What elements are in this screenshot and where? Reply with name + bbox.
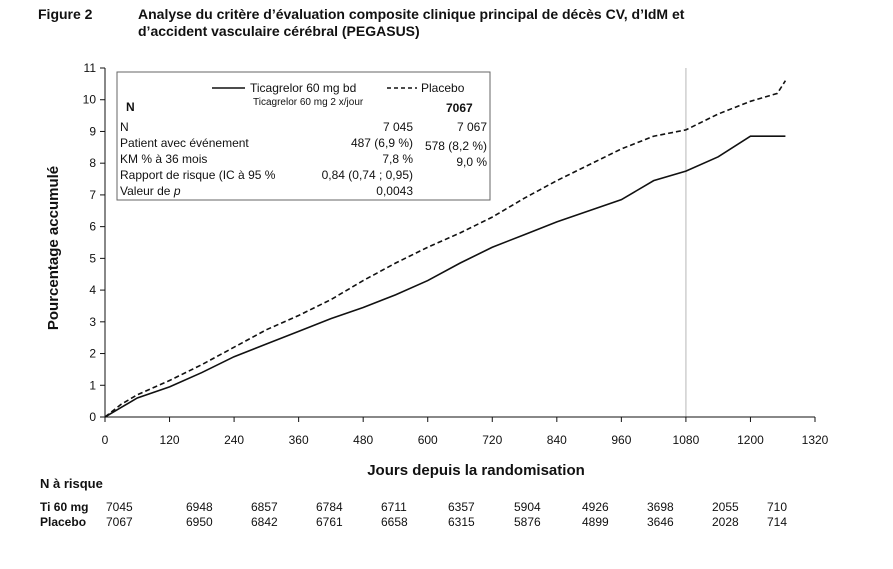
- legend-row-tica: 7 045: [383, 120, 413, 134]
- legend-row-label: N: [120, 120, 129, 134]
- risk-cell: 4926: [582, 500, 609, 514]
- risk-cell: 714: [767, 515, 788, 529]
- y-tick-label: 5: [89, 251, 96, 265]
- y-axis-title: Pourcentage accumulé: [45, 166, 62, 330]
- x-tick-label: 0: [102, 433, 109, 447]
- y-tick-label: 9: [89, 124, 96, 138]
- x-tick-label: 840: [547, 433, 567, 447]
- legend-row-label: Valeur de p: [120, 184, 181, 198]
- risk-cell: 2028: [712, 515, 739, 529]
- y-tick-label: 7: [89, 188, 96, 202]
- risk-cell: 6950: [186, 515, 213, 529]
- y-tick-label: 3: [89, 315, 96, 329]
- legend-row-label: Rapport de risque (IC à 95 %: [120, 168, 276, 182]
- series-line-ticagrelor: [104, 135, 786, 418]
- x-tick-label: 1320: [802, 433, 829, 447]
- risk-cell: 6711: [381, 500, 407, 514]
- risk-cell: 3698: [647, 500, 674, 514]
- risk-cell: 4899: [582, 515, 609, 529]
- x-tick-label: 720: [482, 433, 502, 447]
- y-tick-label: 11: [84, 61, 97, 75]
- risk-cell: 6842: [251, 515, 278, 529]
- risk-cell: 2055: [712, 500, 739, 514]
- legend-row-tica: 7,8 %: [382, 152, 413, 166]
- risk-cell: 7067: [106, 515, 133, 529]
- x-tick-label: 1080: [673, 433, 700, 447]
- series-line-placebo: [104, 80, 787, 418]
- legend-row-label: KM % à 36 mois: [120, 152, 207, 166]
- legend-row-tica: 0,84 (0,74 ; 0,95): [322, 168, 413, 182]
- legend-row-label: Patient avec événement: [120, 136, 249, 150]
- y-tick-label: 4: [89, 283, 96, 297]
- legend-tica-sublabel: Ticagrelor 60 mg 2 x/jour: [253, 97, 364, 108]
- legend-ticagrelor-label: Ticagrelor 60 mg bd: [250, 81, 356, 95]
- risk-table-title: N à risque: [40, 476, 103, 491]
- figure-title: Analyse du critère d’évaluation composit…: [138, 6, 878, 40]
- x-tick-label: 240: [224, 433, 244, 447]
- legend-n-header: N: [126, 100, 135, 114]
- y-tick-label: 8: [89, 156, 96, 170]
- risk-cell: 6315: [448, 515, 475, 529]
- x-axis-title: Jours depuis la randomisation: [367, 462, 585, 479]
- risk-cell: 710: [767, 500, 788, 514]
- y-tick-label: 10: [83, 93, 97, 107]
- risk-cell: 5904: [514, 500, 541, 514]
- y-tick-label: 2: [89, 347, 96, 361]
- figure-label: Figure 2: [38, 6, 93, 22]
- risk-cell: 6857: [251, 500, 278, 514]
- risk-cell: 7045: [106, 500, 133, 514]
- legend-row-tica: 487 (6,9 %): [351, 136, 413, 150]
- risk-cell: 6658: [381, 515, 408, 529]
- risk-cell: 6784: [316, 500, 343, 514]
- x-tick-label: 1200: [737, 433, 764, 447]
- figure-title-line2: d’accident vasculaire cérébral (PEGASUS): [138, 23, 420, 39]
- risk-cell: 6948: [186, 500, 213, 514]
- x-tick-label: 120: [160, 433, 180, 447]
- legend-row-placebo: 9,0 %: [456, 155, 487, 169]
- risk-row-label: Ti 60 mg: [40, 500, 89, 514]
- x-tick-label: 480: [353, 433, 373, 447]
- y-tick-label: 1: [89, 378, 96, 392]
- legend-row-placebo: 578 (8,2 %): [425, 139, 487, 153]
- risk-cell: 5876: [514, 515, 541, 529]
- x-tick-label: 600: [418, 433, 438, 447]
- risk-cell: 6761: [316, 515, 343, 529]
- y-tick-label: 0: [89, 410, 96, 424]
- legend-placebo-label: Placebo: [421, 81, 465, 95]
- legend-placebo-n-header: 7067: [446, 101, 473, 115]
- x-tick-label: 360: [289, 433, 309, 447]
- risk-row-label: Placebo: [40, 515, 87, 529]
- legend-box: [116, 71, 491, 201]
- legend-row-placebo: 7 067: [457, 120, 487, 134]
- x-tick-label: 960: [611, 433, 631, 447]
- risk-cell: 6357: [448, 500, 475, 514]
- legend-row-tica: 0,0043: [376, 184, 413, 198]
- risk-cell: 3646: [647, 515, 674, 529]
- figure-title-line1: Analyse du critère d’évaluation composit…: [138, 6, 685, 22]
- y-tick-label: 6: [89, 220, 96, 234]
